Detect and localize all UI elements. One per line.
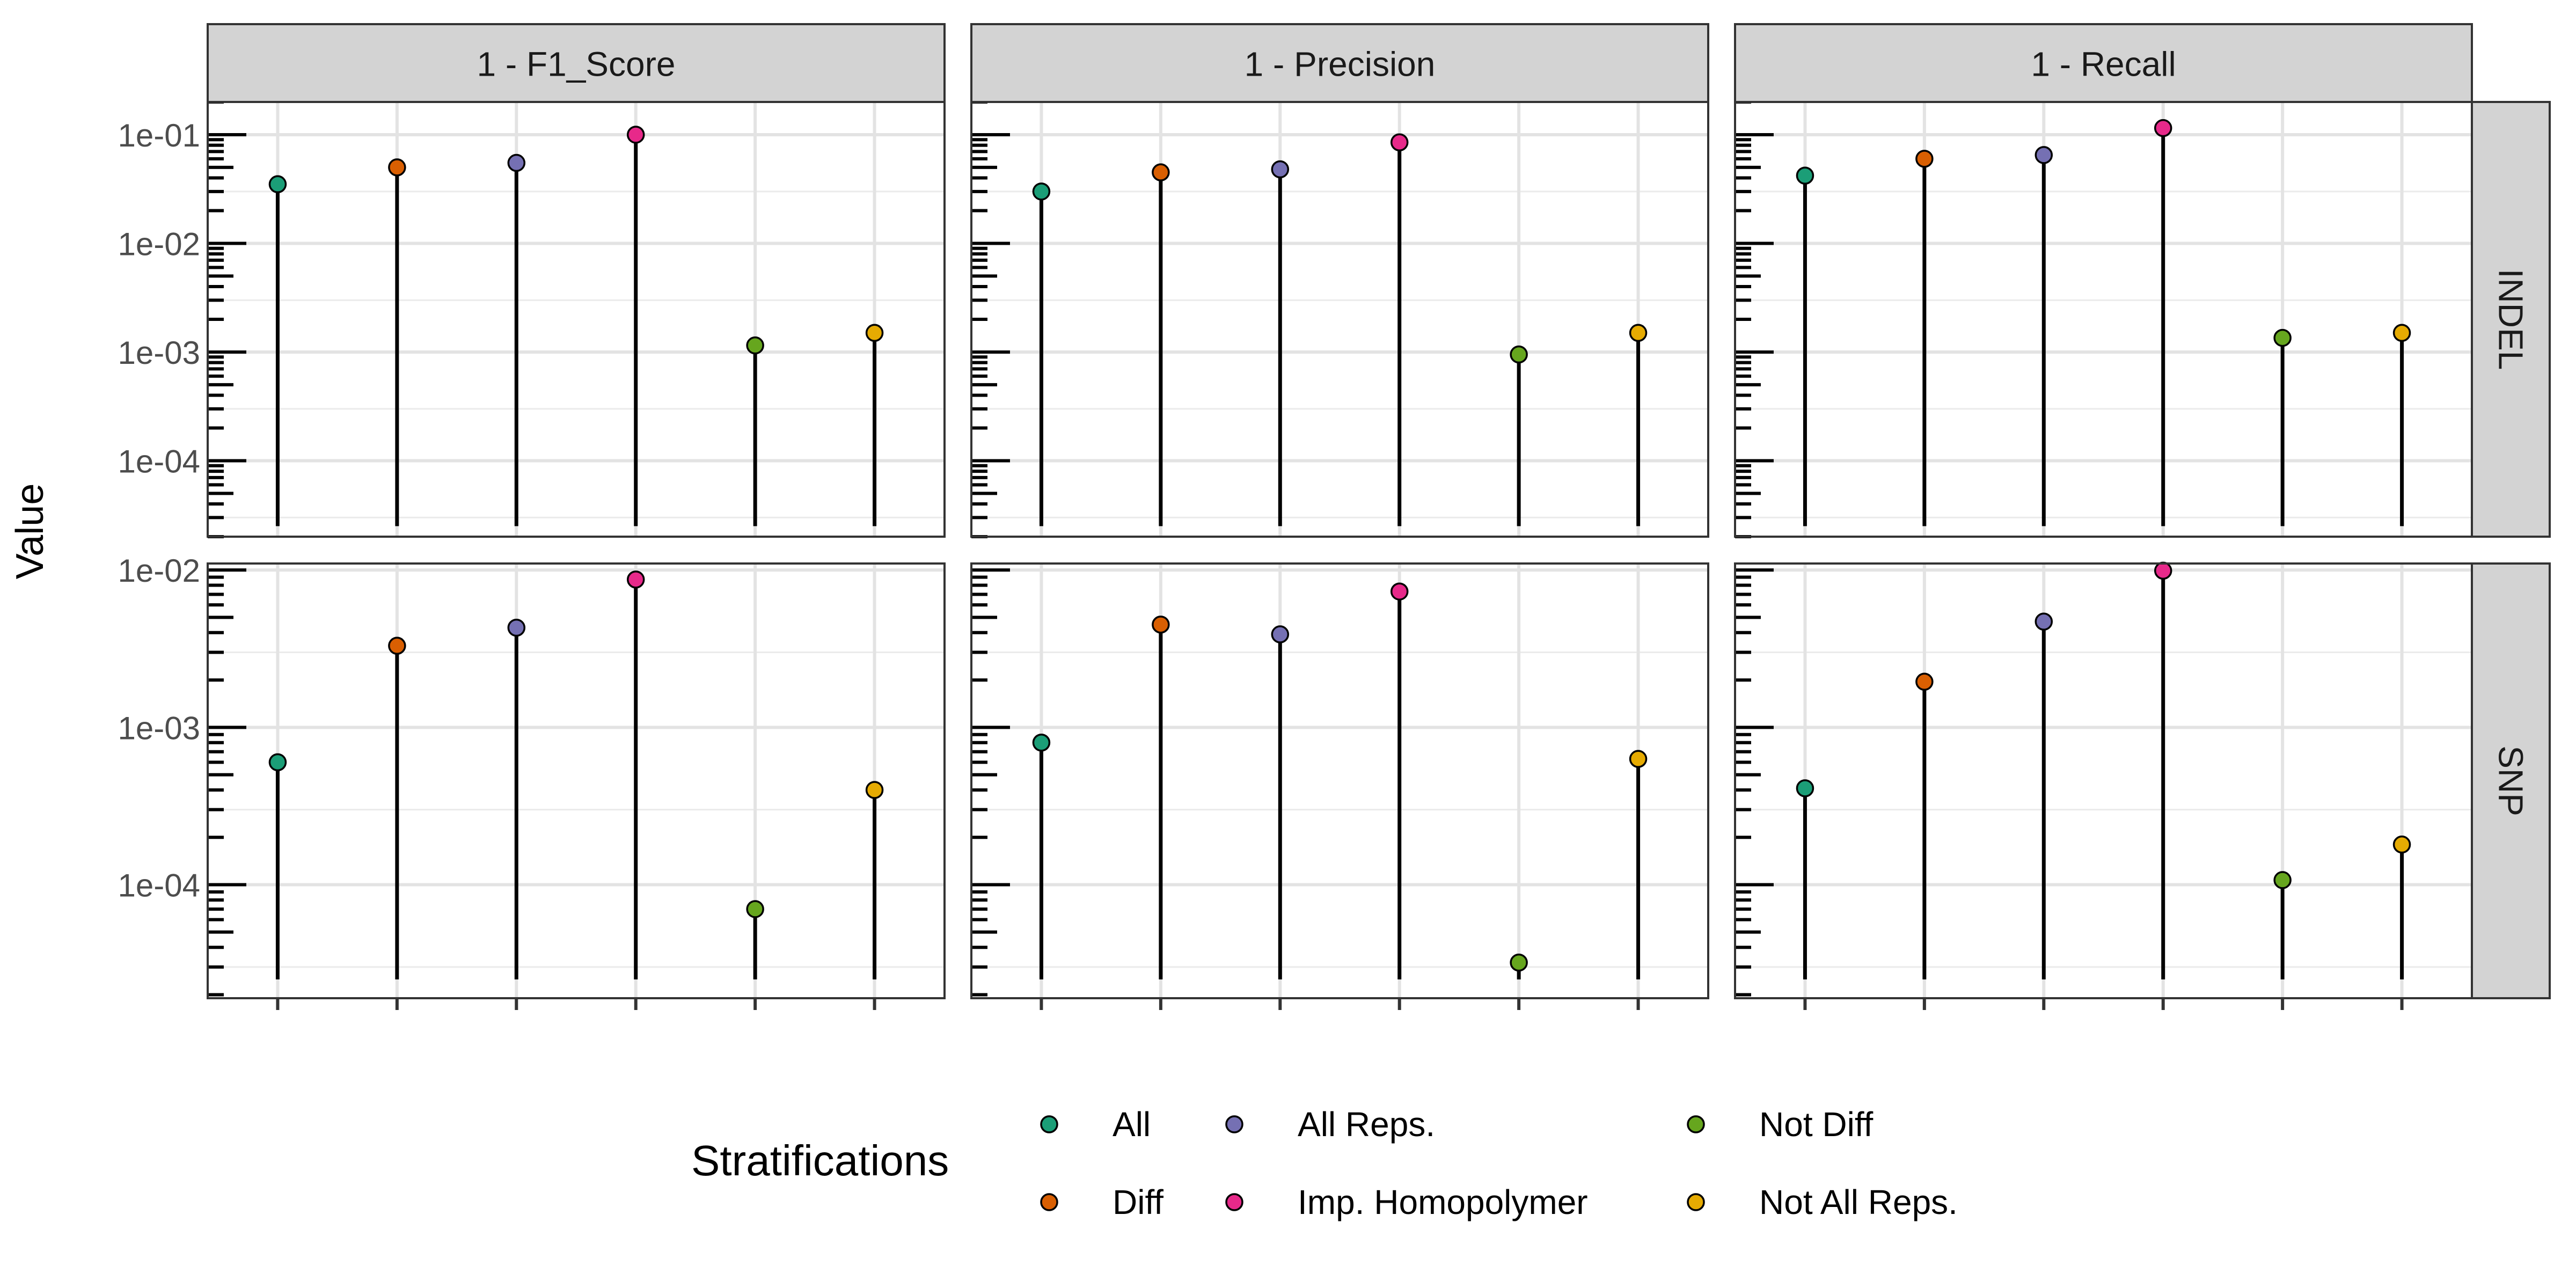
y-tick-label: 1e-01 [118,118,200,153]
panel-border [970,562,1709,999]
lollipop-point-all-reps [1271,625,1290,643]
legend-label: Imp. Homopolymer [1298,1183,1588,1221]
facet-strips-layer: 1 - F1_Score 1 - Precision 1 - Recall INDEL… [207,23,2551,999]
y-axis-label: Value [9,484,52,580]
legend-marker [1040,1115,1058,1133]
legend-marker [1225,1193,1243,1211]
legend-marker [1687,1193,1705,1211]
y-tick-label: 1e-04 [118,868,200,904]
panel-1-f1-score-indel [207,100,946,538]
legend-item-diff: Diff [1040,1183,1163,1221]
lollipop-point-all [268,175,287,194]
legend: Stratifications All Diff All Reps. Imp. Homo… [691,1105,1958,1221]
lollipop-point-all-reps [1271,160,1290,179]
legend-marker [1687,1115,1705,1133]
legend-item-all: All [1040,1105,1151,1144]
facet-strip-bg [207,23,946,103]
panel-background [971,102,1708,537]
facet-strip-1-precision: 1 - Precision [970,23,1709,103]
facet-strip-bg [1734,23,2473,103]
y-tick-label: 1e-02 [118,226,200,262]
lollipop-point-imp-homopolymer [1390,133,1409,152]
y-tick-label: 1e-03 [118,710,200,746]
panels-layer [207,100,2473,1010]
lollipop-point-imp-homopolymer [626,570,645,589]
legend-marker [1040,1193,1058,1211]
panel-1-recall-snp [1734,561,2473,1010]
lollipop-point-not-all-reps [1629,324,1648,342]
lollipop-point-all-reps [507,618,526,637]
lollipop-point-all [1796,166,1814,185]
lollipop-point-all-reps [2035,612,2053,631]
lollipop-point-all-reps [2035,146,2053,164]
lollipop-point-imp-homopolymer [2154,561,2172,580]
panel-1-f1-score-snp [207,562,946,1010]
panel-1-precision-snp [970,562,1709,1010]
lollipop-point-diff [1152,616,1170,634]
y-tick-label: 1e-03 [118,335,200,371]
facet-strip-indel: INDEL [2471,101,2551,538]
panel-background [1735,564,2472,998]
legend-marker [1225,1115,1243,1133]
lollipop-point-imp-homopolymer [626,126,645,144]
y-tick-label: 1e-02 [118,553,200,589]
facet-strip-bg [2471,562,2551,999]
legend-item-imp-homopolymer: Imp. Homopolymer [1225,1183,1588,1221]
panel-border [207,562,946,999]
facet-strip-bg [2471,101,2551,538]
panel-background [971,564,1708,998]
facet-strip-label: 1 - Recall [2031,45,2176,84]
lollipop-point-imp-homopolymer [1390,582,1409,601]
lollipop-point-not-diff [746,336,764,355]
legend-item-all-reps: All Reps. [1225,1105,1435,1144]
facet-strip-snp: SNP [2471,562,2551,999]
panel-background [1735,102,2472,537]
lollipop-point-all [1032,733,1051,752]
legend-label: All Reps. [1298,1105,1435,1144]
legend-label: Diff [1113,1183,1163,1221]
lollipop-point-not-all-reps [1629,750,1648,768]
panel-background [208,102,945,537]
lollipop-point-imp-homopolymer [2154,119,2172,137]
lollipop-point-diff [1915,672,1934,691]
lollipop-point-not-all-reps [865,781,884,799]
lollipop-point-diff [1915,150,1934,168]
facet-strip-label: INDEL [2492,269,2530,370]
facet-strip-1-f1-score: 1 - F1_Score [207,23,946,103]
panel-1-recall-indel [1734,100,2473,538]
lollipop-point-diff [1152,163,1170,181]
legend-item-not-all-reps: Not All Reps. [1687,1183,1958,1221]
lollipop-point-not-diff [746,900,764,918]
lollipop-point-diff [388,158,406,177]
facet-strip-1-recall: 1 - Recall [1734,23,2473,103]
lollipop-point-all [268,753,287,772]
lollipop-point-not-diff [1510,953,1528,972]
facet-strip-label: 1 - F1_Score [477,45,676,84]
lollipop-point-not-diff [2273,328,2292,347]
lollipop-point-diff [388,636,406,655]
panel-1-precision-indel [970,100,1709,538]
legend-label: Not All Reps. [1759,1183,1958,1221]
lollipop-point-not-diff [2273,871,2292,889]
facet-strip-label: SNP [2492,745,2530,816]
lollipop-point-not-diff [1510,345,1528,364]
lollipop-point-not-all-reps [865,324,884,342]
legend-title: Stratifications [691,1137,949,1184]
facet-strip-bg [970,23,1709,103]
lollipop-point-all-reps [507,153,526,172]
lollipop-point-all [1032,182,1051,201]
legend-label: Not Diff [1759,1105,1873,1144]
lollipop-point-not-all-reps [2392,324,2411,342]
y-tick-label: 1e-04 [118,443,200,479]
lollipop-point-not-all-reps [2392,835,2411,854]
lollipop-point-all [1796,779,1814,797]
axes-layer: 1e-01 1e-02 1e-03 1e-04 1e-02 1e-03 1e-04 [118,118,200,904]
facet-strip-label: 1 - Precision [1245,45,1436,84]
legend-label: All [1113,1105,1151,1144]
legend-item-not-diff: Not Diff [1687,1105,1873,1144]
panel-background [208,564,945,998]
